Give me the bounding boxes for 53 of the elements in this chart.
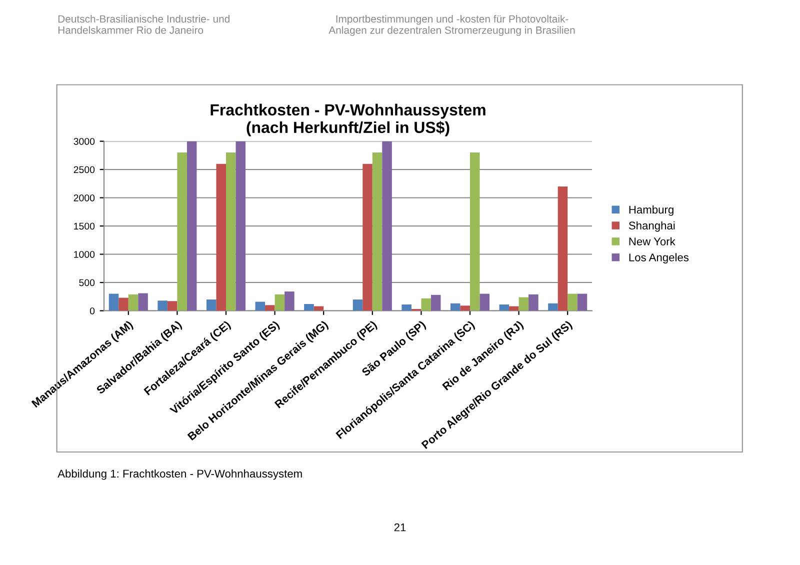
bar xyxy=(460,306,470,311)
bar xyxy=(470,152,480,311)
bar xyxy=(480,294,490,311)
y-tick-label: 3000 xyxy=(74,138,95,145)
bar xyxy=(372,152,382,311)
bar xyxy=(430,294,441,311)
bar xyxy=(304,304,314,311)
bar xyxy=(274,294,285,311)
legend-label: Hamburg xyxy=(629,205,674,216)
bar xyxy=(314,306,324,311)
bar xyxy=(568,294,578,311)
bar xyxy=(402,304,412,311)
bar xyxy=(518,297,529,311)
bar xyxy=(177,152,187,311)
bar xyxy=(138,293,148,311)
text: Deutsch-Brasilianische Industrie- und Handelskammer Rio de Janeiro xyxy=(58,14,230,34)
bar xyxy=(558,186,568,311)
bar xyxy=(167,301,178,311)
bar xyxy=(128,294,138,311)
bar xyxy=(548,303,558,311)
legend-label: Shanghai xyxy=(628,221,675,232)
bar xyxy=(528,294,538,311)
bar xyxy=(226,152,236,311)
bar xyxy=(362,164,372,311)
y-tick-label: 500 xyxy=(79,279,95,286)
bar xyxy=(450,303,460,311)
bar xyxy=(186,141,197,311)
y-tick-label: 2000 xyxy=(74,194,95,202)
y-tick-label: 2500 xyxy=(74,166,95,174)
text: Importbestimmungen und -kosten für Photovoltaik- Anlagen zur dezentralen Stromerzeugung in Brasilien xyxy=(328,14,575,36)
bar xyxy=(236,141,246,311)
bar xyxy=(577,294,588,311)
bar xyxy=(255,302,266,311)
bar xyxy=(509,306,519,311)
bar xyxy=(284,292,294,311)
bar xyxy=(265,305,275,311)
bar xyxy=(108,294,119,311)
bar xyxy=(352,299,363,311)
text: Abbildung 1: Frachtkosten - PV-Wohnhaussystem xyxy=(58,469,302,480)
text: 21 xyxy=(394,523,406,532)
chart-title: Frachtkosten - PV-Wohnhaussystem (nach Herkunft/Ziel in US$) xyxy=(210,104,486,136)
bar xyxy=(206,299,216,311)
bar xyxy=(216,164,226,311)
bar xyxy=(421,298,431,311)
y-tick-label: 1000 xyxy=(74,250,95,258)
legend-label: Los Angeles xyxy=(629,253,689,264)
bar xyxy=(499,304,510,311)
bar xyxy=(158,300,168,311)
bar xyxy=(382,141,392,311)
y-tick-label: 0 xyxy=(90,307,95,314)
bar xyxy=(118,298,128,311)
y-tick-label: 1500 xyxy=(74,222,95,230)
legend-label: New York xyxy=(629,237,676,246)
